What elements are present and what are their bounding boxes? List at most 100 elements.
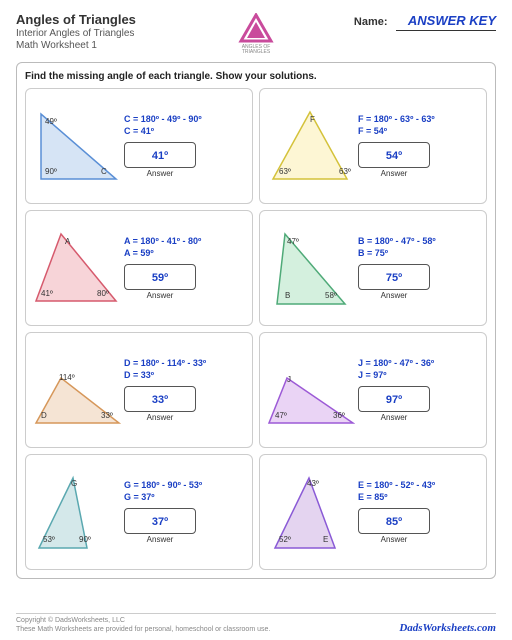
answer-label: Answer: [124, 291, 196, 300]
triangle-diagram: 43º 52º E: [264, 459, 356, 565]
svg-text:47º: 47º: [287, 237, 299, 246]
worksheet-num: Math Worksheet 1: [16, 40, 226, 51]
svg-text:G: G: [71, 479, 77, 488]
answer-box: 85º: [358, 508, 430, 534]
answer-box: 37º: [124, 508, 196, 534]
solution-info: J = 180º - 47º - 36º J = 97º 97º Answer: [356, 358, 482, 422]
svg-text:90º: 90º: [45, 167, 57, 176]
equation-line-1: D = 180º - 114º - 33º: [124, 358, 248, 370]
equation-line-2: F = 54º: [358, 126, 482, 138]
svg-text:A: A: [65, 237, 71, 246]
svg-text:36º: 36º: [333, 411, 345, 420]
answer-label: Answer: [358, 535, 430, 544]
answer-value: 85º: [386, 516, 402, 528]
answer-box: 33º: [124, 386, 196, 412]
equation-line-2: E = 85º: [358, 492, 482, 504]
equation-line-2: C = 41º: [124, 126, 248, 138]
svg-text:J: J: [287, 375, 291, 384]
problem-cell: J 47º 36º J = 180º - 47º - 36º J = 97º 97º…: [259, 332, 487, 448]
equation-line-1: F = 180º - 63º - 63º: [358, 114, 482, 126]
equation-line-1: B = 180º - 47º - 58º: [358, 236, 482, 248]
copyright: Copyright © DadsWorksheets, LLC These Ma…: [16, 617, 270, 634]
answer-key: ANSWER KEY: [408, 13, 496, 28]
answer-label: Answer: [358, 169, 430, 178]
content-box: Find the missing angle of each triangle.…: [16, 62, 496, 579]
equation-line-1: G = 180º - 90º - 53º: [124, 480, 248, 492]
logo: ANGLES OF TRIANGLES: [234, 12, 278, 56]
header: Angles of Triangles Interior Angles of T…: [16, 12, 496, 56]
answer-box: 75º: [358, 264, 430, 290]
solution-info: E = 180º - 52º - 43º E = 85º 85º Answer: [356, 480, 482, 544]
solution-info: G = 180º - 90º - 53º G = 37º 37º Answer: [122, 480, 248, 544]
problem-cell: 49º 90º C C = 180º - 49º - 90º C = 41º 41º…: [25, 88, 253, 204]
answer-box: 59º: [124, 264, 196, 290]
svg-text:43º: 43º: [307, 479, 319, 488]
svg-text:58º: 58º: [325, 291, 337, 300]
solution-info: F = 180º - 63º - 63º F = 54º 54º Answer: [356, 114, 482, 178]
equation-line-2: J = 97º: [358, 370, 482, 382]
problem-cell: 114ºD33º D = 180º - 114º - 33º D = 33º 3…: [25, 332, 253, 448]
problem-grid: 49º 90º C C = 180º - 49º - 90º C = 41º 41º…: [25, 88, 487, 570]
answer-value: 41º: [152, 150, 168, 162]
solution-info: C = 180º - 49º - 90º C = 41º 41º Answer: [122, 114, 248, 178]
name-label: Name:: [354, 16, 388, 28]
svg-text:80º: 80º: [97, 289, 109, 298]
answer-value: 37º: [152, 516, 168, 528]
subtitle: Interior Angles of Triangles: [16, 28, 226, 39]
answer-value: 33º: [152, 394, 168, 406]
svg-text:47º: 47º: [275, 411, 287, 420]
triangle-diagram: 49º 90º C: [30, 93, 122, 199]
equation-line-2: D = 33º: [124, 370, 248, 382]
triangle-diagram: G 53º 90º: [30, 459, 122, 565]
problem-cell: F63º63º F = 180º - 63º - 63º F = 54º 54º…: [259, 88, 487, 204]
triangle-diagram: J 47º 36º: [264, 337, 356, 443]
svg-text:F: F: [310, 115, 315, 124]
logo-text: ANGLES OF TRIANGLES: [234, 45, 278, 55]
svg-text:C: C: [101, 167, 107, 176]
solution-info: A = 180º - 41º - 80º A = 59º 59º Answer: [122, 236, 248, 300]
svg-text:D: D: [41, 411, 47, 420]
svg-text:52º: 52º: [279, 535, 291, 544]
brand: DadsWorksheets.com: [399, 622, 496, 634]
copyright-note: These Math Worksheets are provided for p…: [16, 626, 270, 634]
svg-text:49º: 49º: [45, 117, 57, 126]
answer-label: Answer: [358, 291, 430, 300]
header-left: Angles of Triangles Interior Angles of T…: [16, 12, 226, 51]
answer-box: 41º: [124, 142, 196, 168]
name-line: ANSWER KEY: [396, 12, 496, 31]
answer-box: 54º: [358, 142, 430, 168]
problem-cell: A 41º 80º A = 180º - 41º - 80º A = 59º 59º…: [25, 210, 253, 326]
equation-line-1: C = 180º - 49º - 90º: [124, 114, 248, 126]
problem-cell: 47º B 58º B = 180º - 47º - 58º B = 75º 75º…: [259, 210, 487, 326]
solution-info: D = 180º - 114º - 33º D = 33º 33º Answer: [122, 358, 248, 422]
svg-text:E: E: [323, 535, 328, 544]
svg-text:41º: 41º: [41, 289, 53, 298]
answer-label: Answer: [124, 169, 196, 178]
equation-line-2: B = 75º: [358, 248, 482, 260]
instruction: Find the missing angle of each triangle.…: [25, 71, 487, 82]
answer-label: Answer: [358, 413, 430, 422]
answer-label: Answer: [124, 413, 196, 422]
worksheet-page: Angles of Triangles Interior Angles of T…: [0, 0, 512, 640]
triangle-diagram: 47º B 58º: [264, 215, 356, 321]
answer-value: 75º: [386, 272, 402, 284]
svg-text:53º: 53º: [43, 535, 55, 544]
logo-triangle-icon: [238, 13, 274, 45]
answer-value: 59º: [152, 272, 168, 284]
svg-text:63º: 63º: [339, 167, 351, 176]
header-right: Name: ANSWER KEY: [286, 12, 496, 31]
svg-text:B: B: [285, 291, 290, 300]
copyright-line: Copyright © DadsWorksheets, LLC: [16, 617, 270, 625]
triangle-diagram: 114ºD33º: [30, 337, 122, 443]
footer: Copyright © DadsWorksheets, LLC These Ma…: [16, 613, 496, 634]
svg-text:90º: 90º: [79, 535, 91, 544]
answer-box: 97º: [358, 386, 430, 412]
equation-line-1: E = 180º - 52º - 43º: [358, 480, 482, 492]
problem-cell: 43º 52º E E = 180º - 52º - 43º E = 85º 85º…: [259, 454, 487, 570]
problem-cell: G 53º 90º G = 180º - 90º - 53º G = 37º 37º…: [25, 454, 253, 570]
triangle-diagram: A 41º 80º: [30, 215, 122, 321]
triangle-diagram: F63º63º: [264, 93, 356, 199]
equation-line-1: A = 180º - 41º - 80º: [124, 236, 248, 248]
answer-value: 54º: [386, 150, 402, 162]
svg-text:33º: 33º: [101, 411, 113, 420]
